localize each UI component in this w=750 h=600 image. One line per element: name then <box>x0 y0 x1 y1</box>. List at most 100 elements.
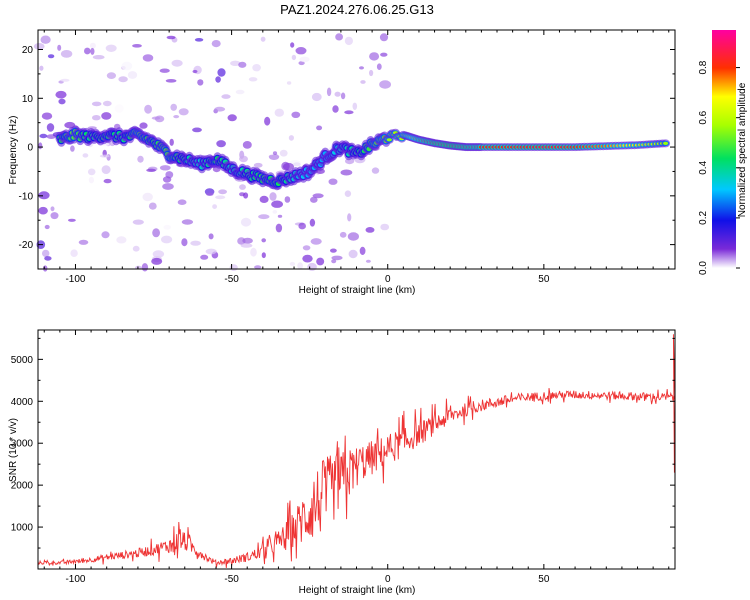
spectrogram-noise-blob <box>38 206 48 215</box>
colorbar: 0.0 0.2 0.4 0.6 0.8 Normalized spectral ampl… <box>698 30 748 275</box>
spectrogram-noise-blob <box>352 102 358 111</box>
spectrogram-noise-blob <box>92 115 101 121</box>
spectrogram-noise-blob <box>181 219 194 225</box>
spectrogram-noise-blob <box>302 254 313 263</box>
spectrogram-noise-blob <box>90 47 95 55</box>
snr-series-line <box>37 334 676 569</box>
spectrogram-noise-blob <box>197 79 204 86</box>
spectrogram-noise-blob <box>269 192 277 201</box>
spectrogram-noise-blob <box>55 90 67 99</box>
spectrogram-noise-blob <box>163 224 171 230</box>
spectrogram-noise-blob <box>44 256 52 261</box>
spectrogram-noise-blob <box>310 196 318 203</box>
spectrogram-y-tick-label: -20 <box>19 240 34 251</box>
colorbar-tick-label: 0.8 <box>698 60 709 74</box>
spectrogram-noise-blob <box>159 68 170 73</box>
colorbar-tick-label: 0.4 <box>698 160 709 174</box>
snr-y-tick-label: 2000 <box>11 481 34 492</box>
spectrogram-noise-blob <box>142 192 153 202</box>
spectrogram-noise-blob <box>365 259 371 263</box>
spectrogram-noise-blob <box>162 176 172 183</box>
spectrogram-noise-blob <box>68 218 76 222</box>
spectrogram-noise-blob <box>151 257 163 265</box>
spectrogram-noise-blob <box>92 55 105 60</box>
spectrogram-noise-blob <box>371 167 380 174</box>
spectrogram-noise-blob <box>271 200 283 208</box>
spectrogram-noise-blob <box>316 257 325 266</box>
spectrogram-noise-blob <box>57 44 62 51</box>
spectrogram-noise-blob <box>289 261 296 266</box>
spectrogram-noise-blob <box>190 240 201 246</box>
spectrogram-noise-blob <box>38 142 43 150</box>
spectrogram-x-tick-label: 0 <box>385 274 391 285</box>
spectrogram-noise-blob <box>58 98 66 105</box>
spectrogram-noise-blob <box>286 81 292 85</box>
spectrogram-noise-blob <box>238 61 247 68</box>
spectrogram-noise-blob <box>258 214 270 220</box>
spectrogram-noise-blob <box>169 138 174 146</box>
spectrogram-noise-blob <box>78 239 89 245</box>
spectrogram-noise-blob <box>44 224 50 230</box>
spectrogram-noise-blob <box>159 165 171 171</box>
spectrogram-noise-blob <box>101 231 110 239</box>
spectrogram-noise-blob <box>84 47 91 55</box>
spectrogram-noise-blob <box>46 123 55 132</box>
spectrogram-noise-blob <box>87 168 96 176</box>
spectrogram-noise-blob <box>50 206 55 212</box>
spectrogram-ridge-core <box>386 138 392 142</box>
spectrogram-noise-blob <box>340 169 353 176</box>
spectrogram-x-tick-label: 50 <box>538 274 550 285</box>
snr-x-tick-label: -100 <box>65 574 85 585</box>
spectrogram-noise-blob <box>277 214 283 218</box>
spectrogram-noise-blob <box>91 101 102 107</box>
spectrogram-noise-blob <box>103 178 112 184</box>
spectrogram-noise-blob <box>152 228 161 238</box>
spectrogram-noise-blob <box>216 140 226 148</box>
spectrogram-noise-blob <box>39 133 48 139</box>
spectrogram-noise-blob <box>82 153 89 158</box>
spectrogram-noise-blob <box>194 38 204 42</box>
spectrogram-noise-blob <box>205 248 217 255</box>
spectrogram-noise-blob <box>70 145 75 152</box>
spectrogram-ridge-core <box>663 141 669 145</box>
spectrogram-noise-blob <box>330 248 337 253</box>
spectrogram-noise-blob <box>290 42 295 48</box>
spectrogram-noise-blob <box>279 149 288 157</box>
spectrogram-noise-blob <box>116 236 127 244</box>
spectrogram-y-tick-label: -10 <box>19 191 34 202</box>
spectrogram-noise-blob <box>142 54 154 62</box>
spectrogram-y-label: Frequency (Hz) <box>8 116 19 185</box>
spectrogram-noise-blob <box>365 227 375 233</box>
spectrogram-noise-blob <box>379 80 391 89</box>
spectrogram-noise-blob <box>239 155 248 163</box>
spectrogram-noise-blob <box>316 125 323 131</box>
spectrogram-noise-blob <box>344 36 353 46</box>
spectrogram-noise-blob <box>310 238 322 245</box>
snr-marks <box>37 334 676 569</box>
spectrogram-noise-blob <box>101 112 112 120</box>
spectrogram-noise-blob <box>42 249 50 258</box>
spectrogram-noise-blob <box>102 100 112 107</box>
spectrogram-noise-blob <box>88 176 94 184</box>
spectrogram-noise-blob <box>171 59 183 67</box>
spectrogram-noise-blob <box>50 212 59 220</box>
snr-x-tick-label: -50 <box>224 574 239 585</box>
spectrogram-y-tick-label: 0 <box>27 143 33 154</box>
spectrogram-noise-blob <box>369 52 380 61</box>
spectrogram-noise-blob <box>132 219 144 225</box>
spectrogram-noise-blob <box>101 165 111 175</box>
spectrogram-noise-blob <box>89 42 96 49</box>
colorbar-tick-label: 0.2 <box>698 211 709 225</box>
spectrogram-x-tick-label: -100 <box>65 274 85 285</box>
snr-ticks: -100 -50 0 50 1000 2000 3000 4000 5000 <box>11 330 675 585</box>
spectrogram-noise-blob <box>380 52 388 57</box>
spectrogram-noise-blob <box>132 245 140 252</box>
spectrogram-noise-blob <box>344 190 352 197</box>
spectrogram-noise-blob <box>181 238 188 247</box>
spectrogram-noise-blob <box>235 89 245 95</box>
spectrogram-noise-blob <box>288 135 294 141</box>
spectrogram-x-label: Height of straight line (km) <box>299 285 416 296</box>
spectrogram-noise-blob <box>165 79 177 83</box>
